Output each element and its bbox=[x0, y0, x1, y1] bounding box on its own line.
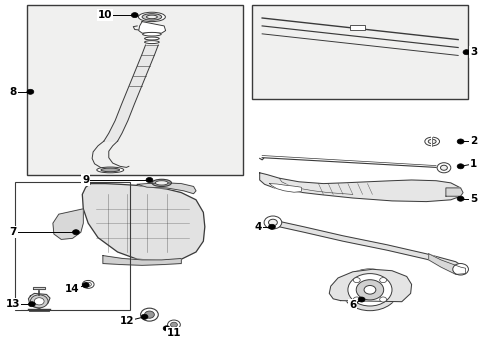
Text: 4: 4 bbox=[254, 222, 262, 232]
Ellipse shape bbox=[143, 32, 161, 36]
Text: 13: 13 bbox=[6, 299, 21, 309]
Bar bbox=[15, 182, 130, 310]
Text: 9: 9 bbox=[82, 175, 89, 185]
Circle shape bbox=[463, 50, 470, 55]
Circle shape bbox=[28, 302, 35, 307]
Circle shape bbox=[457, 139, 464, 144]
Polygon shape bbox=[53, 209, 83, 239]
Circle shape bbox=[82, 283, 89, 288]
Text: 6: 6 bbox=[349, 300, 356, 310]
Text: 8: 8 bbox=[10, 87, 17, 97]
Circle shape bbox=[353, 278, 360, 283]
Circle shape bbox=[364, 285, 376, 294]
Circle shape bbox=[131, 13, 138, 18]
Circle shape bbox=[453, 264, 468, 275]
Polygon shape bbox=[103, 256, 181, 265]
Ellipse shape bbox=[425, 137, 440, 146]
Polygon shape bbox=[429, 254, 466, 274]
Ellipse shape bbox=[147, 15, 157, 19]
Circle shape bbox=[356, 280, 384, 300]
Circle shape bbox=[141, 314, 148, 319]
Bar bbox=[252, 5, 468, 99]
Circle shape bbox=[353, 297, 360, 302]
Text: 3: 3 bbox=[470, 47, 477, 57]
Polygon shape bbox=[82, 184, 205, 261]
Ellipse shape bbox=[145, 37, 159, 40]
Ellipse shape bbox=[428, 139, 436, 144]
Text: 7: 7 bbox=[9, 227, 17, 237]
Circle shape bbox=[264, 216, 282, 229]
Circle shape bbox=[168, 320, 180, 329]
Circle shape bbox=[34, 298, 44, 305]
Text: 2: 2 bbox=[470, 136, 477, 147]
Circle shape bbox=[457, 164, 464, 169]
Circle shape bbox=[163, 326, 170, 331]
Circle shape bbox=[380, 278, 387, 283]
Ellipse shape bbox=[142, 14, 162, 20]
Circle shape bbox=[441, 165, 447, 170]
Polygon shape bbox=[139, 22, 166, 33]
Ellipse shape bbox=[97, 167, 123, 173]
Circle shape bbox=[437, 163, 451, 173]
Ellipse shape bbox=[101, 168, 120, 172]
Ellipse shape bbox=[152, 179, 172, 186]
Polygon shape bbox=[33, 287, 45, 289]
Circle shape bbox=[141, 308, 158, 321]
Polygon shape bbox=[104, 45, 158, 141]
Circle shape bbox=[348, 274, 392, 306]
Polygon shape bbox=[137, 183, 196, 194]
Polygon shape bbox=[329, 269, 412, 302]
Polygon shape bbox=[273, 220, 463, 272]
Text: 10: 10 bbox=[98, 10, 113, 20]
Text: 11: 11 bbox=[167, 328, 181, 338]
Circle shape bbox=[30, 295, 48, 308]
Bar bbox=[350, 25, 365, 30]
Circle shape bbox=[171, 322, 177, 327]
Ellipse shape bbox=[155, 181, 168, 185]
Polygon shape bbox=[28, 293, 50, 309]
Text: 1: 1 bbox=[470, 159, 477, 169]
Ellipse shape bbox=[82, 280, 94, 288]
Circle shape bbox=[342, 269, 398, 311]
Circle shape bbox=[146, 177, 153, 183]
Ellipse shape bbox=[145, 41, 159, 44]
Circle shape bbox=[145, 311, 154, 318]
Ellipse shape bbox=[85, 282, 91, 287]
Circle shape bbox=[380, 297, 387, 302]
Polygon shape bbox=[270, 184, 301, 192]
Text: 5: 5 bbox=[470, 194, 477, 204]
Polygon shape bbox=[260, 173, 461, 202]
Text: 14: 14 bbox=[65, 284, 80, 294]
Circle shape bbox=[269, 219, 277, 226]
Ellipse shape bbox=[138, 12, 165, 22]
Text: 12: 12 bbox=[120, 316, 135, 326]
Circle shape bbox=[73, 230, 79, 235]
Circle shape bbox=[457, 196, 464, 201]
Bar bbox=[27, 5, 243, 175]
Circle shape bbox=[27, 89, 34, 94]
Polygon shape bbox=[446, 188, 463, 196]
Circle shape bbox=[358, 297, 365, 302]
Circle shape bbox=[269, 224, 275, 229]
